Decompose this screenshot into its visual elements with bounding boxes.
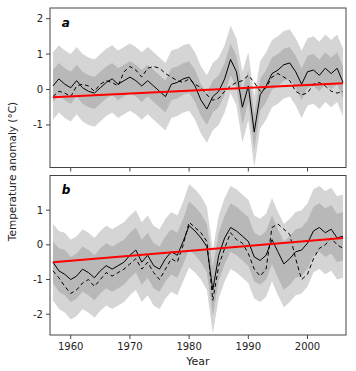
y-tick-label: 0	[37, 239, 43, 250]
x-tick-label: 1970	[117, 341, 142, 352]
panel-label: b	[62, 183, 71, 197]
y-tick	[46, 54, 50, 55]
solid-line	[53, 59, 343, 132]
uncertainty-band	[53, 184, 343, 333]
y-tick	[46, 124, 50, 125]
plot-marks	[53, 26, 343, 168]
y-axis-label: Temperature anomaly (°C)	[6, 102, 18, 242]
x-tick	[70, 168, 71, 172]
x-tick-label: 2000	[295, 341, 320, 352]
y-tick-label: -1	[33, 274, 43, 285]
x-tick	[129, 168, 130, 172]
trend-line	[53, 238, 343, 262]
x-tick	[129, 335, 130, 339]
y-tick	[46, 314, 50, 315]
uncertainty-band	[53, 26, 343, 168]
y-tick	[46, 89, 50, 90]
x-tick-label: 1980	[176, 341, 201, 352]
y-tick-label: 2	[37, 13, 43, 24]
plot-background	[50, 176, 346, 336]
uncertainty-band	[53, 43, 343, 149]
x-tick	[248, 335, 249, 339]
dashed-line	[53, 222, 343, 300]
plot-frame	[50, 8, 346, 168]
plot-marks	[53, 184, 343, 333]
x-tick	[70, 335, 71, 339]
panel: -2 -1 0 1 1960 1970 1980 1990 2000 b Year	[33, 176, 346, 369]
x-tick-label: 1960	[58, 341, 83, 352]
plot-background	[50, 8, 346, 168]
plot-frame	[50, 176, 346, 336]
x-axis-label: Year	[185, 355, 210, 368]
x-tick	[307, 335, 308, 339]
figure: -1 0 1 2 a Temperature anomaly (°C) -2 -1 0 1 1960…	[0, 0, 356, 371]
panel-label: a	[62, 16, 70, 30]
y-tick	[46, 244, 50, 245]
x-tick	[189, 335, 190, 339]
y-tick	[46, 210, 50, 211]
y-tick	[46, 18, 50, 19]
y-tick-label: 1	[37, 205, 43, 216]
trend-line	[53, 83, 343, 97]
x-tick	[189, 168, 190, 172]
solid-line	[53, 226, 343, 290]
panel: -1 0 1 2 a	[33, 8, 346, 172]
y-tick	[46, 279, 50, 280]
y-tick-label: 0	[37, 84, 43, 95]
y-tick-label: -2	[33, 309, 43, 320]
x-tick-label: 1990	[236, 341, 261, 352]
x-tick	[307, 168, 308, 172]
x-tick	[248, 168, 249, 172]
dashed-line	[53, 66, 343, 100]
uncertainty-band	[53, 202, 343, 316]
y-tick-label: -1	[33, 119, 43, 130]
y-tick-label: 1	[37, 49, 43, 60]
